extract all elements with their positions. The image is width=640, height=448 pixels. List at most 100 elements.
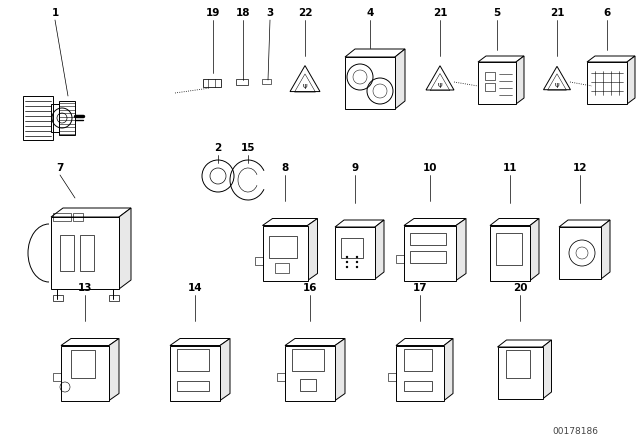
Bar	[71, 350, 95, 378]
Text: 10: 10	[423, 163, 437, 173]
Polygon shape	[395, 49, 405, 109]
Text: 21: 21	[433, 8, 447, 18]
Bar	[23, 96, 53, 140]
Bar	[335, 227, 375, 279]
Polygon shape	[345, 49, 405, 57]
Polygon shape	[170, 339, 230, 345]
Bar	[285, 345, 335, 401]
Text: 6: 6	[604, 8, 611, 18]
Text: 14: 14	[188, 283, 202, 293]
Polygon shape	[543, 340, 552, 399]
Circle shape	[346, 266, 348, 268]
Polygon shape	[627, 56, 635, 104]
Circle shape	[356, 256, 358, 258]
Text: 21: 21	[550, 8, 564, 18]
Bar	[496, 233, 522, 265]
Bar	[292, 349, 324, 371]
Bar	[60, 235, 74, 271]
Polygon shape	[61, 339, 119, 345]
Text: 1: 1	[51, 8, 59, 18]
Bar	[177, 349, 209, 371]
Bar	[396, 345, 444, 401]
Bar	[269, 236, 297, 258]
Circle shape	[346, 256, 348, 258]
Bar	[345, 57, 395, 109]
Polygon shape	[109, 339, 119, 401]
Bar	[478, 62, 516, 104]
Polygon shape	[426, 66, 454, 90]
Polygon shape	[335, 339, 345, 401]
Circle shape	[356, 266, 358, 268]
Text: 5: 5	[493, 8, 500, 18]
Polygon shape	[220, 339, 230, 401]
Polygon shape	[335, 220, 384, 227]
Text: 11: 11	[503, 163, 517, 173]
Text: 8: 8	[282, 163, 289, 173]
Text: ψ: ψ	[438, 82, 442, 88]
Text: 2: 2	[214, 143, 221, 153]
Text: 9: 9	[351, 163, 358, 173]
Bar	[506, 350, 530, 378]
Text: 13: 13	[77, 283, 92, 293]
Polygon shape	[307, 219, 317, 280]
Polygon shape	[375, 220, 384, 279]
Polygon shape	[290, 65, 320, 91]
Text: 20: 20	[513, 283, 527, 293]
Polygon shape	[543, 66, 570, 90]
Bar	[396, 255, 404, 263]
Bar	[490, 225, 530, 280]
Circle shape	[356, 261, 358, 263]
Bar	[109, 295, 119, 301]
Text: 4: 4	[366, 8, 374, 18]
Polygon shape	[559, 220, 610, 227]
Circle shape	[346, 261, 348, 263]
Bar	[404, 225, 456, 280]
Bar	[53, 373, 61, 381]
Bar	[275, 263, 289, 273]
Polygon shape	[404, 219, 466, 225]
Text: 17: 17	[413, 283, 428, 293]
Bar	[255, 257, 262, 265]
Polygon shape	[119, 208, 131, 289]
Text: 18: 18	[236, 8, 250, 18]
Text: 00178186: 00178186	[552, 427, 598, 436]
Bar	[559, 227, 601, 279]
Polygon shape	[444, 339, 453, 401]
Bar	[203, 79, 221, 87]
Text: ψ: ψ	[303, 83, 307, 89]
Polygon shape	[478, 56, 524, 62]
Bar	[388, 373, 396, 381]
Bar	[61, 345, 109, 401]
Bar	[587, 62, 627, 104]
Text: 12: 12	[573, 163, 588, 173]
Polygon shape	[516, 56, 524, 104]
Polygon shape	[285, 339, 345, 345]
Bar	[262, 225, 307, 280]
Polygon shape	[587, 56, 635, 62]
Polygon shape	[601, 220, 610, 279]
Bar	[262, 79, 271, 84]
Bar	[73, 213, 83, 221]
Bar	[170, 345, 220, 401]
Polygon shape	[530, 219, 539, 280]
Text: 22: 22	[298, 8, 312, 18]
Bar	[53, 213, 71, 221]
Bar	[80, 235, 94, 271]
Bar	[485, 72, 495, 80]
Bar	[404, 349, 432, 371]
Bar	[341, 238, 363, 258]
Polygon shape	[262, 219, 317, 225]
Polygon shape	[497, 340, 552, 347]
Text: 7: 7	[56, 163, 64, 173]
Bar	[177, 381, 209, 391]
Bar	[59, 101, 75, 135]
Bar	[51, 217, 119, 289]
Polygon shape	[456, 219, 466, 280]
Bar	[53, 295, 63, 301]
Text: 15: 15	[241, 143, 255, 153]
Bar	[51, 104, 59, 132]
Bar	[404, 381, 432, 391]
Bar	[485, 83, 495, 91]
Text: 16: 16	[303, 283, 317, 293]
Polygon shape	[396, 339, 453, 345]
